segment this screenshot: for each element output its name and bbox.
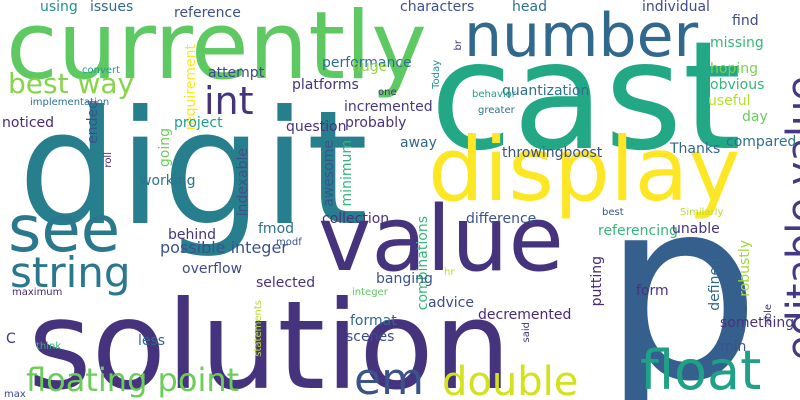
word-quantization: quantization xyxy=(502,83,590,99)
word-collection: collection xyxy=(322,211,390,227)
word-behavior: integer xyxy=(352,287,388,298)
word-away: question xyxy=(286,119,347,135)
word-platforms: one xyxy=(378,87,397,98)
word-hoping: hoping xyxy=(710,61,758,77)
word-fmod: behind xyxy=(168,227,217,243)
word-display: display xyxy=(428,118,741,221)
word-obvious: obvious xyxy=(710,77,765,93)
word-convert: attempt xyxy=(208,65,265,81)
word-robustly: defined xyxy=(707,258,723,311)
word-number: number xyxy=(464,1,699,71)
word-c: less xyxy=(138,333,166,349)
word-individual: individual xyxy=(642,0,710,15)
word-unable: referencing xyxy=(598,223,678,239)
word-string: string xyxy=(10,248,131,297)
word-defined: Similarly xyxy=(680,207,724,218)
word-difference: difference xyxy=(466,211,537,227)
word-hr: advice xyxy=(428,295,474,311)
word-noticed: implementation xyxy=(30,97,110,108)
word-roll: working xyxy=(140,173,196,189)
word-float: float xyxy=(640,339,762,400)
word-huge: performance xyxy=(322,55,412,71)
word-reference: reference xyxy=(174,5,241,21)
word-indexable: awesome xyxy=(321,140,337,207)
word-greater: behavior xyxy=(472,89,516,100)
word-day: day xyxy=(742,109,768,125)
word-form: something xyxy=(720,315,795,331)
word-maximum: max xyxy=(4,389,26,400)
word-currently: currently xyxy=(6,0,427,101)
word-selected: overflow xyxy=(182,261,243,277)
word-minimum: roll xyxy=(103,152,114,168)
word-incremented: incremented xyxy=(344,99,433,115)
word-going: away xyxy=(400,135,437,151)
word-find: find xyxy=(732,13,759,29)
word-detect: Today xyxy=(431,60,442,89)
word-advice: scenes xyxy=(346,329,395,345)
word-issues: issues xyxy=(90,0,134,15)
word-less: said xyxy=(521,322,532,343)
word-see: see xyxy=(8,193,121,267)
word-value: value xyxy=(318,187,564,292)
word-digit: digit xyxy=(18,77,369,261)
word-using: using xyxy=(40,0,78,15)
word-modf: fmod xyxy=(258,221,295,237)
word-awesome: minimum xyxy=(339,140,355,207)
word-compared: compared xyxy=(726,134,797,150)
word-floating-point: floating point xyxy=(26,361,240,399)
word-min: able xyxy=(763,304,774,326)
word-working: going xyxy=(157,128,173,168)
word-max: think xyxy=(36,341,62,352)
word-scenes: format xyxy=(350,313,397,329)
word-em: em xyxy=(354,354,424,400)
word-int: int xyxy=(204,79,254,123)
word-br: greater xyxy=(478,105,515,116)
word-p: p xyxy=(602,145,761,400)
word-referencing: putting xyxy=(589,256,605,307)
word-best: unable xyxy=(672,221,720,237)
word-statements: maximum xyxy=(12,287,63,298)
word-requirement: platforms xyxy=(292,77,359,93)
word-question: project xyxy=(174,115,223,131)
word-said: min xyxy=(720,339,747,355)
word-thanks: Thanks xyxy=(670,141,721,157)
word-possible-integer: possible integer xyxy=(160,238,288,257)
word-decremented: decremented xyxy=(478,307,572,323)
word-characters: characters xyxy=(400,0,475,15)
word-project: ended xyxy=(85,100,101,144)
word-similarly: best xyxy=(602,207,624,218)
word-something: robustly xyxy=(737,240,753,297)
word-ended: noticed xyxy=(2,115,55,131)
word-one: huge xyxy=(352,59,388,75)
word-best-way: best way xyxy=(8,67,135,100)
word-putting: hr xyxy=(444,267,455,278)
word-overflow: modf xyxy=(276,237,302,248)
word-useful: useful xyxy=(708,93,751,109)
word-implementation: convert xyxy=(82,65,121,76)
word-banging: selected xyxy=(256,275,316,291)
word-able: form xyxy=(636,283,669,299)
word-integer: statements xyxy=(253,300,264,357)
word-solution: solution xyxy=(28,275,512,400)
word-throwingboost: throwingboost xyxy=(502,145,603,161)
word-combinations: indexable xyxy=(235,148,251,217)
word-cast: cast xyxy=(430,10,742,184)
word-format: banging xyxy=(376,271,433,287)
word-double: double xyxy=(442,359,579,400)
word-missing: missing xyxy=(710,35,764,51)
word-think: C xyxy=(6,331,16,347)
word-head: head xyxy=(512,0,547,15)
word-today: br xyxy=(453,40,464,51)
word-probably: probably xyxy=(345,115,407,131)
